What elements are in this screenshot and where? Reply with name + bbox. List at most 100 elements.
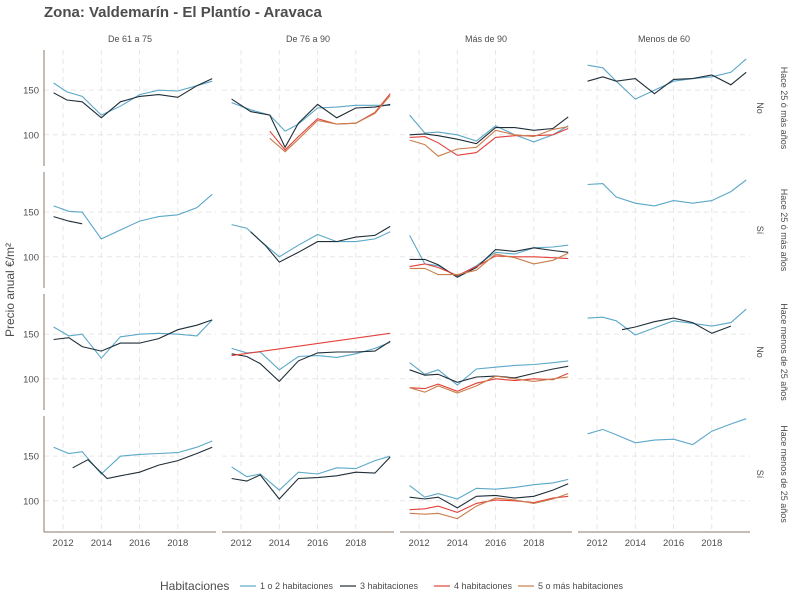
series-line (409, 126, 569, 157)
x-tick-label: 2016 (307, 538, 328, 549)
series-line (53, 80, 213, 116)
y-tick-label: 150 (23, 330, 39, 341)
facet-panel (44, 50, 216, 166)
facet-panel (578, 294, 750, 410)
x-tick-label: 2012 (231, 538, 252, 549)
series-line (231, 340, 391, 383)
y-tick-label: 100 (23, 252, 39, 263)
x-tick-label: 2016 (663, 538, 684, 549)
series-line (72, 446, 213, 480)
facet-panel (222, 416, 394, 532)
x-tick-label: 2018 (345, 538, 366, 549)
series-line (587, 308, 747, 336)
series-line (409, 114, 569, 143)
series-line (53, 216, 83, 225)
series-line (53, 193, 213, 240)
series-line (409, 116, 569, 145)
facet-row-label-b: Hace 25 ó más años (779, 189, 789, 272)
x-tick-label: 2012 (409, 538, 430, 549)
series-line (269, 95, 391, 153)
facet-panel (44, 416, 216, 532)
series-line (587, 179, 747, 207)
chart-title: Zona: Valdemarín - El Plantío - Aravaca (44, 4, 323, 21)
series-line (409, 255, 569, 277)
series-line (409, 127, 569, 156)
series-line (409, 360, 569, 386)
facet-row-label-b: Hace menos de 25 años (779, 303, 789, 401)
facet-panel (44, 294, 216, 410)
series-line (409, 495, 569, 513)
legend-item-label: 4 habitaciones (454, 581, 513, 591)
series-line (409, 247, 569, 278)
facet-column-label: De 76 a 90 (286, 34, 330, 44)
series-line (250, 225, 391, 263)
facet-panel (578, 416, 750, 532)
facet-panel (400, 50, 572, 166)
series-line (231, 98, 391, 149)
facet-row-label-a: Sí (755, 226, 765, 235)
y-tick-label: 100 (23, 496, 39, 507)
x-tick-label: 2014 (625, 538, 646, 549)
legend-title: Habitaciones (160, 579, 229, 593)
facet-column-label: Más de 90 (465, 34, 507, 44)
legend: Habitaciones 1 o 2 habitaciones 3 habitac… (160, 579, 624, 593)
series-line (269, 93, 391, 151)
x-tick-label: 2018 (701, 538, 722, 549)
x-tick-label: 2018 (167, 538, 188, 549)
series-line (409, 252, 569, 276)
series-line (53, 319, 213, 360)
series-line (587, 71, 747, 95)
x-tick-label: 2018 (523, 538, 544, 549)
legend-item-label: 3 habitaciones (360, 581, 419, 591)
facet-panel (222, 172, 394, 288)
x-tick-label: 2014 (269, 538, 290, 549)
facet-panel (578, 50, 750, 166)
x-tick-label: 2012 (587, 538, 608, 549)
y-axis-label: Precio anual €/m² (3, 243, 17, 337)
facet-panel (44, 172, 216, 288)
facet-panel (400, 294, 572, 410)
series-line (409, 483, 569, 509)
series-line (621, 317, 732, 334)
series-line (53, 440, 213, 475)
x-tick-label: 2016 (129, 538, 150, 549)
series-line (587, 58, 747, 100)
series-line (231, 456, 391, 500)
facet-panel (400, 172, 572, 288)
facet-row-label-a: Sí (755, 470, 765, 479)
facet-row-label-a: No (755, 346, 765, 358)
series-line (587, 418, 747, 446)
series-line (409, 365, 569, 383)
series-line (409, 375, 569, 394)
y-tick-label: 150 (23, 452, 39, 463)
series-line (231, 455, 391, 491)
y-tick-label: 150 (23, 208, 39, 219)
series-line (53, 78, 213, 119)
facet-panel (222, 294, 394, 410)
facet-row-label-a: No (755, 102, 765, 114)
facet-grid: De 61 a 75 De 76 a 90 Más de 90 Menos de 60… (23, 34, 789, 549)
series-line (231, 332, 391, 357)
facet-column-label: De 61 a 75 (108, 34, 152, 44)
facet-panel (400, 416, 572, 532)
legend-item-label: 5 o más habitaciones (538, 581, 624, 591)
y-tick-label: 100 (23, 374, 39, 385)
x-tick-label: 2012 (53, 538, 74, 549)
series-line (53, 319, 213, 352)
facet-column-label: Menos de 60 (638, 34, 690, 44)
series-line (231, 224, 391, 258)
y-tick-label: 100 (23, 130, 39, 141)
x-tick-label: 2016 (485, 538, 506, 549)
facet-row-label-b: Hace menos de 25 años (779, 425, 789, 523)
facet-row-label-b: Hace 25 ó más años (779, 67, 789, 150)
x-tick-label: 2014 (447, 538, 468, 549)
facet-panel (578, 172, 750, 288)
y-tick-label: 150 (23, 86, 39, 97)
legend-item-label: 1 o 2 habitaciones (260, 581, 334, 591)
series-line (409, 478, 569, 500)
series-line (231, 102, 391, 132)
series-line (409, 493, 569, 520)
facet-panel (222, 50, 394, 166)
x-tick-label: 2014 (91, 538, 112, 549)
